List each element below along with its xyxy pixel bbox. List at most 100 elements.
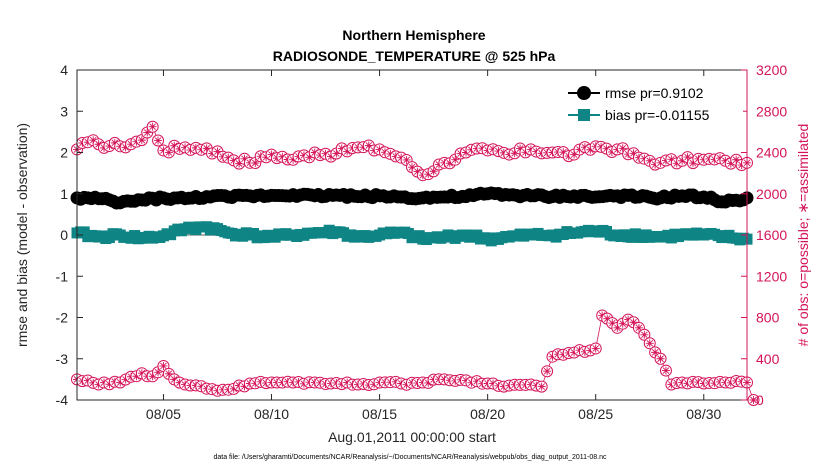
point-asterisk-obs_possible [110, 138, 119, 147]
y-right-tick-label: 2000 [756, 186, 787, 202]
point-asterisk-obs_possible [445, 159, 454, 168]
series-obs_bottom [71, 309, 760, 406]
point-asterisk-obs_possible [105, 142, 114, 151]
legend-box [560, 80, 743, 128]
legend-bias-marker [578, 109, 590, 121]
point-asterisk-obs_possible [375, 145, 384, 154]
point-asterisk-obs_bottom [170, 375, 179, 384]
point-asterisk-obs_bottom [656, 354, 665, 363]
y-left-tick-label: 0 [60, 227, 68, 243]
point-asterisk-obs_bottom [613, 323, 622, 332]
y-left-tick-label: -2 [56, 310, 69, 326]
y-right-tick-label: 400 [756, 351, 780, 367]
data-file-footnote: data file: /Users/gharamti/Documents/NCA… [213, 454, 607, 461]
point-asterisk-obs_possible [462, 148, 471, 157]
y-right-tick-label: 1600 [756, 227, 787, 243]
point-asterisk-obs_bottom [240, 382, 249, 391]
y-axis-left: 4 3 2 1 0 -1 -2 -3 -4 [56, 62, 83, 408]
point-asterisk-obs_bottom [603, 314, 612, 323]
point-asterisk-obs_possible [683, 153, 692, 162]
point-asterisk-obs_possible [94, 140, 103, 149]
y-right-tick-label: 800 [756, 310, 780, 326]
point-asterisk-obs_possible [521, 148, 530, 157]
point-asterisk-obs_possible [310, 148, 319, 157]
point-asterisk-obs_possible [337, 144, 346, 153]
y-right-tick-label: 3200 [756, 62, 787, 78]
point-asterisk-obs_bottom [618, 319, 627, 328]
point-asterisk-obs_bottom [591, 344, 600, 353]
point-asterisk-obs_bottom [159, 361, 168, 370]
point-asterisk-obs_possible [251, 158, 260, 167]
point-asterisk-obs_bottom [651, 348, 660, 357]
y-right-tick-label: 0 [756, 392, 764, 408]
point-asterisk-obs_possible [121, 143, 130, 152]
point-asterisk-obs_possible [267, 150, 276, 159]
point-asterisk-obs_possible [213, 147, 222, 156]
point-asterisk-obs_bottom [137, 369, 146, 378]
point-asterisk-obs_possible [143, 128, 152, 137]
point-asterisk-obs_bottom [154, 368, 163, 377]
y-axis-right-label: # of obs: o=possible; ∗=assimilated [795, 124, 811, 347]
point-asterisk-obs_bottom [148, 372, 157, 381]
point-asterisk-obs_possible [343, 147, 352, 156]
y-left-tick-label: -4 [56, 392, 69, 408]
point-asterisk-obs_possible [570, 150, 579, 159]
point-asterisk-obs_possible [559, 148, 568, 157]
point-asterisk-obs_possible [364, 141, 373, 150]
point-asterisk-obs_possible [408, 163, 416, 172]
point-asterisk-obs_possible [645, 156, 654, 165]
point-asterisk-obs_possible [424, 170, 433, 179]
chart-subtitle: RADIOSONDE_TEMPERATURE @ 525 hPa [273, 48, 556, 64]
x-tick-label: 08/25 [578, 406, 613, 422]
y-right-tick-label: 1200 [756, 268, 787, 284]
point-asterisk-obs_possible [289, 155, 298, 164]
legend: rmse pr=0.9102 bias pr=-0.01155 [560, 80, 743, 128]
point-asterisk-obs_bottom [645, 339, 654, 348]
point-asterisk-obs_possible [89, 136, 98, 145]
chart-title: Northern Hemisphere [342, 27, 485, 43]
point-asterisk-obs_bottom [132, 372, 141, 381]
point-asterisk-obs_possible [202, 144, 211, 153]
point-asterisk-obs_possible [580, 143, 589, 152]
point-asterisk-obs_bottom [608, 319, 617, 328]
point-asterisk-obs_possible [224, 153, 233, 162]
point-asterisk-obs_possible [678, 156, 687, 165]
x-tick-label: 08/05 [146, 406, 181, 422]
point-asterisk-obs_possible [332, 149, 341, 158]
point-asterisk-obs_possible [516, 144, 525, 153]
point-asterisk-obs_possible [229, 156, 238, 165]
y-axis-right: 3200 2800 2400 2000 1600 1200 800 400 0 [741, 62, 787, 408]
point-asterisk-obs_bottom [749, 396, 758, 404]
y-left-tick-label: -1 [56, 268, 69, 284]
point-asterisk-obs_bottom [424, 378, 433, 387]
y-left-tick-label: 4 [60, 62, 68, 78]
y-axis-left-label: rmse and bias (model - observation) [14, 123, 30, 347]
legend-rmse-label: rmse pr=0.9102 [605, 85, 704, 101]
series-bias [71, 221, 753, 247]
point-asterisk-obs_possible [170, 141, 179, 150]
x-tick-label: 08/15 [362, 406, 397, 422]
point-asterisk-obs_possible [721, 156, 730, 165]
legend-bias-label: bias pr=-0.01155 [605, 107, 710, 123]
point-asterisk-obs_possible [148, 122, 157, 131]
point-asterisk-obs_possible [429, 167, 438, 176]
point-asterisk-obs_possible [451, 155, 460, 164]
series-obs_possible [71, 120, 753, 182]
point-asterisk-obs_possible [726, 159, 735, 168]
y-left-tick-label: 2 [60, 145, 68, 161]
point-asterisk-obs_possible [321, 149, 330, 158]
point-asterisk-obs_possible [618, 144, 627, 153]
point-asterisk-obs_possible [510, 149, 519, 158]
point-asterisk-obs_bottom [116, 378, 125, 387]
point-asterisk-obs_possible [413, 167, 422, 176]
point-asterisk-obs_bottom [624, 315, 633, 324]
point-asterisk-obs_possible [326, 152, 335, 161]
point-asterisk-obs_bottom [121, 375, 130, 384]
point-asterisk-obs_possible [164, 148, 173, 157]
point-asterisk-obs_possible [305, 153, 314, 162]
series-rmse [70, 186, 754, 210]
x-axis: 08/05 08/10 08/15 08/20 08/25 08/30 [146, 70, 721, 422]
point-asterisk-obs_bottom [537, 382, 546, 391]
point-asterisk-obs_possible [629, 149, 638, 158]
